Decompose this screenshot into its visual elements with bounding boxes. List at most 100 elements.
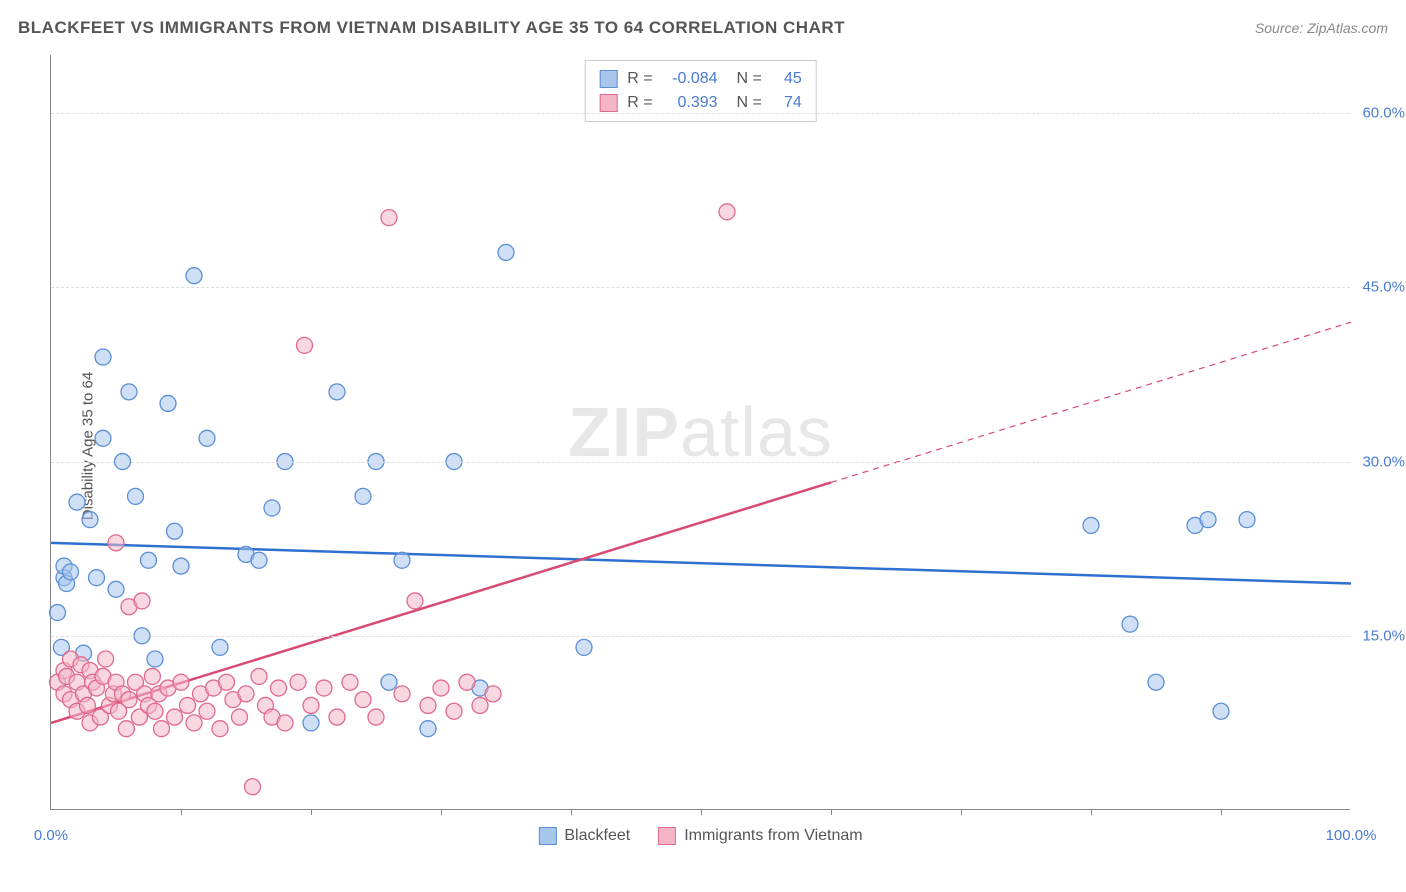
source-label: Source: ZipAtlas.com <box>1255 20 1388 36</box>
data-point <box>167 523 183 539</box>
data-point <box>186 268 202 284</box>
data-point <box>147 651 163 667</box>
data-point <box>79 697 95 713</box>
y-tick-label: 15.0% <box>1355 627 1405 644</box>
data-point <box>160 395 176 411</box>
data-point <box>264 500 280 516</box>
data-point <box>498 244 514 260</box>
legend-item: Immigrants from Vietnam <box>658 827 862 845</box>
legend-label: Immigrants from Vietnam <box>684 827 862 845</box>
stat-n-label: N = <box>728 67 762 91</box>
data-point <box>147 703 163 719</box>
stat-n-value: 45 <box>772 67 802 91</box>
x-tick <box>441 809 442 815</box>
data-point <box>355 692 371 708</box>
x-tick <box>181 809 182 815</box>
data-point <box>407 593 423 609</box>
legend-swatch <box>658 827 676 845</box>
data-point <box>173 558 189 574</box>
gridline <box>51 462 1350 463</box>
x-tick <box>571 809 572 815</box>
gridline <box>51 113 1350 114</box>
stat-n-label: N = <box>728 91 762 115</box>
data-point <box>118 721 134 737</box>
data-point <box>63 564 79 580</box>
y-tick-label: 60.0% <box>1355 105 1405 122</box>
data-point <box>199 430 215 446</box>
data-point <box>271 680 287 696</box>
data-point <box>69 494 85 510</box>
data-point <box>95 430 111 446</box>
data-point <box>1200 512 1216 528</box>
data-point <box>433 680 449 696</box>
gridline <box>51 287 1350 288</box>
data-point <box>154 721 170 737</box>
legend-swatch <box>538 827 556 845</box>
data-point <box>446 703 462 719</box>
data-point <box>50 605 66 621</box>
data-point <box>394 552 410 568</box>
y-tick-label: 45.0% <box>1355 279 1405 296</box>
x-tick <box>311 809 312 815</box>
data-point <box>297 337 313 353</box>
x-tick <box>1091 809 1092 815</box>
data-point <box>134 593 150 609</box>
data-point <box>108 535 124 551</box>
data-point <box>290 674 306 690</box>
data-point <box>199 703 215 719</box>
stat-r-value: 0.393 <box>663 91 718 115</box>
x-tick <box>831 809 832 815</box>
data-point <box>381 210 397 226</box>
data-point <box>89 570 105 586</box>
data-point <box>1122 616 1138 632</box>
data-point <box>420 697 436 713</box>
data-point <box>472 697 488 713</box>
stat-legend-row: R = 0.393 N = 74 <box>599 91 802 115</box>
bottom-legend: Blackfeet Immigrants from Vietnam <box>538 827 862 845</box>
stat-legend-row: R = -0.084 N = 45 <box>599 67 802 91</box>
data-point <box>316 680 332 696</box>
data-point <box>108 581 124 597</box>
data-point <box>173 674 189 690</box>
data-point <box>238 686 254 702</box>
legend-item: Blackfeet <box>538 827 630 845</box>
data-point <box>167 709 183 725</box>
data-point <box>355 488 371 504</box>
data-point <box>303 697 319 713</box>
data-point <box>576 639 592 655</box>
data-point <box>420 721 436 737</box>
plot-area: ZIPatlas R =-0.084 N =45R =0.393 N =74 B… <box>50 55 1350 810</box>
data-point <box>180 697 196 713</box>
data-point <box>277 715 293 731</box>
data-point <box>342 674 358 690</box>
data-point <box>329 709 345 725</box>
data-point <box>1083 517 1099 533</box>
data-point <box>368 709 384 725</box>
stat-r-label: R = <box>627 91 652 115</box>
data-point <box>303 715 319 731</box>
data-point <box>381 674 397 690</box>
chart-title: BLACKFEET VS IMMIGRANTS FROM VIETNAM DIS… <box>18 18 845 38</box>
data-point <box>144 668 160 684</box>
data-point <box>82 512 98 528</box>
x-tick-label: 100.0% <box>1326 827 1377 844</box>
data-point <box>1148 674 1164 690</box>
data-point <box>219 674 235 690</box>
data-point <box>212 639 228 655</box>
x-tick-label: 0.0% <box>34 827 68 844</box>
stat-r-label: R = <box>627 67 652 91</box>
legend-swatch <box>599 94 617 112</box>
data-point <box>128 488 144 504</box>
data-point <box>186 715 202 731</box>
legend-swatch <box>599 70 617 88</box>
gridline <box>51 636 1350 637</box>
chart-svg <box>51 55 1350 809</box>
data-point <box>1213 703 1229 719</box>
data-point <box>459 674 475 690</box>
data-point <box>245 779 261 795</box>
data-point <box>98 651 114 667</box>
stat-n-value: 74 <box>772 91 802 115</box>
data-point <box>329 384 345 400</box>
x-tick <box>701 809 702 815</box>
stat-r-value: -0.084 <box>663 67 718 91</box>
